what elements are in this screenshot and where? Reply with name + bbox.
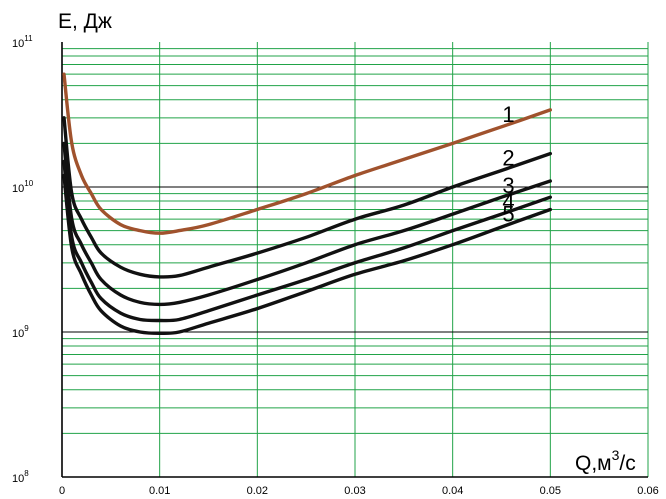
ticks: 0 0.01 0.02 0.03 0.04 0.05 0.06 108 109 1010 1011 — [12, 34, 659, 497]
x-tick-label: 0 — [59, 485, 65, 497]
y-tick-label: 108 — [12, 469, 29, 485]
x-axis-title: Q,м3/с — [575, 447, 636, 475]
series-label-4: 4 — [502, 189, 514, 214]
x-tick-label: 0.06 — [637, 485, 658, 497]
x-axis-title-sup: 3 — [612, 447, 620, 463]
x-tick-label: 0.02 — [247, 485, 268, 497]
y-tick-label: 109 — [12, 324, 29, 340]
y-tick-label: 1010 — [12, 179, 34, 195]
series-line-1 — [62, 72, 552, 235]
series-line-5 — [62, 173, 552, 336]
series-label-3: 3 — [502, 173, 514, 198]
series-line-3 — [62, 141, 552, 307]
y-axis-title: E, Дж — [58, 10, 112, 33]
x-tick-label: 0.03 — [344, 485, 365, 497]
x-axis-title-prefix: Q,м — [575, 452, 612, 475]
series-label-2: 2 — [502, 146, 514, 171]
series-line-4 — [62, 159, 552, 323]
x-tick-label: 0.04 — [442, 485, 463, 497]
series-label-1: 1 — [502, 102, 514, 127]
x-axis-title-suffix: /с — [619, 452, 635, 475]
curves — [62, 72, 552, 336]
y-tick-label: 1011 — [12, 34, 33, 50]
grid — [61, 42, 649, 478]
x-tick-label: 0.01 — [149, 485, 170, 497]
series-label-5: 5 — [502, 201, 514, 226]
series-line-2 — [62, 116, 552, 279]
x-tick-label: 0.05 — [540, 485, 561, 497]
